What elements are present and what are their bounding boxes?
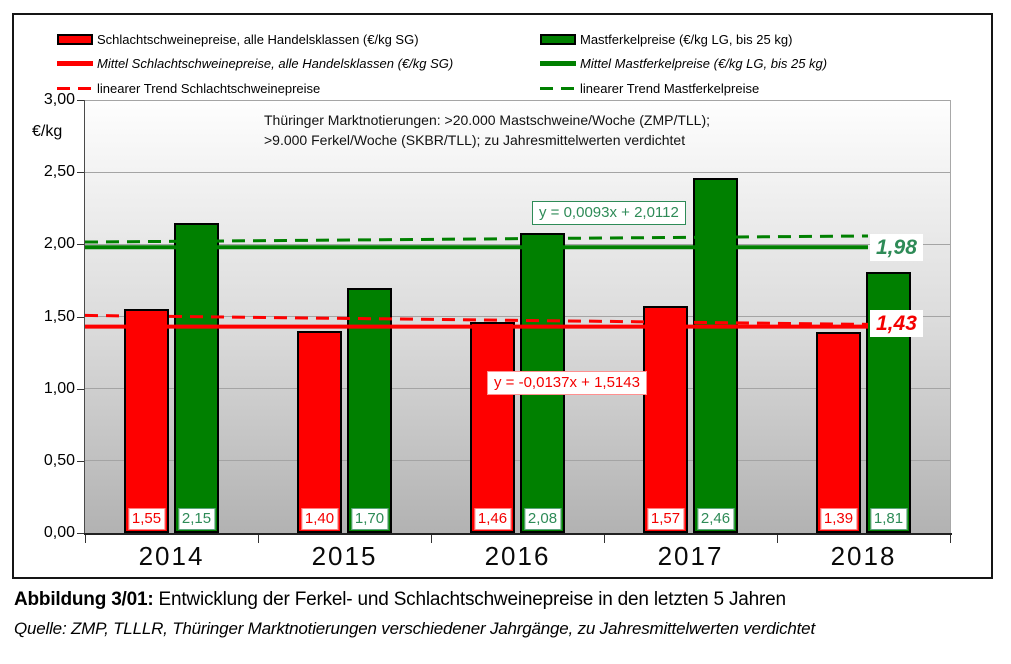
legend-label: Mittel Mastferkelpreise (€/kg LG, bis 25… [580,56,828,71]
trend-equation-mastferkel: y = 0,0093x + 2,0112 [532,201,686,225]
mean-value-mastferkel: 1,98 [870,234,923,261]
legend-label: Schlachtschweinepreise, alle Handelsklas… [97,31,419,47]
legend-label: Mittel Schlachtschweinepreise, alle Hand… [97,56,454,71]
bar-mastferkelpreise-2017 [693,177,738,533]
plot-right-edge [950,100,951,533]
y-tick-label: 0,00 [43,524,75,541]
annotation-line-1: Thüringer Marktnotierungen: >20.000 Mast… [264,112,711,128]
year-label-2014: 2014 [138,541,205,571]
value-label-mastferkelpreise-2016: 2,08 [523,508,562,530]
y-tick-mark [77,244,84,246]
value-label-mastferkelpreise-2018: 1,81 [869,508,908,530]
y-tick-mark [77,388,84,390]
year-label-2018: 2018 [830,541,897,571]
bar-mastferkelpreise-2015 [347,287,392,533]
legend-label: Mastferkelpreise (€/kg LG, bis 25 kg) [580,31,793,47]
x-tick-mark [258,535,259,543]
annotation-line-2: >9.000 Ferkel/Woche (SKBR/TLL); zu Jahre… [264,132,686,148]
legend-bar-swatch-bars-mastferkel [540,33,576,45]
mean-value-schlachtschweine: 1,43 [870,310,923,337]
bar-schlachtschweinepreise-2015 [297,330,342,533]
value-label-schlachtschweinepreise-2017: 1,57 [646,508,685,530]
value-label-mastferkelpreise-2017: 2,46 [696,508,735,530]
figure-title: Entwicklung der Ferkel- und Schlachtschw… [158,589,787,610]
value-label-schlachtschweinepreise-2018: 1,39 [819,508,858,530]
y-tick-label: 2,50 [43,163,75,181]
y-tick-mark [77,460,84,462]
year-label-2015: 2015 [311,541,378,571]
x-tick-mark [950,535,951,543]
legend-item-trend-mastferkel: linearer Trend Mastferkelpreise [540,77,759,99]
x-tick-mark [604,535,605,543]
y-axis-unit: €/kg [32,123,63,140]
bar-schlachtschweinepreise-2017 [643,306,688,533]
legend-line-swatch-mittel-schlachtschweine [57,61,93,66]
y-tick-mark [77,316,84,318]
y-axis-line [84,100,85,533]
value-label-schlachtschweinepreise-2015: 1,40 [300,508,339,530]
bar-schlachtschweinepreise-2016 [470,322,515,533]
figure-caption: Abbildung 3/01: Entwicklung der Ferkel- u… [14,589,786,611]
legend-label: linearer Trend Mastferkelpreise [580,80,760,96]
value-label-mastferkelpreise-2015: 1,70 [350,508,389,530]
x-tick-mark [85,535,86,543]
plot-area: 1,55 2,15 1,40 1,70 1,46 2,08 1,57 2,46 1,39 1,81… [85,99,950,533]
y-gridline [85,99,950,101]
x-tick-mark [431,535,432,543]
trend-equation-schlachtschweine: y = -0,0137x + 1,5143 [487,371,647,395]
y-tick-label: 2,00 [43,235,75,253]
year-label-2017: 2017 [657,541,724,571]
legend-item-mittel-schlachtschweine: Mittel Schlachtschweinepreise, alle Hand… [57,53,453,75]
legend-item-mittel-mastferkel: Mittel Mastferkelpreise (€/kg LG, bis 25… [540,53,827,75]
y-gridline [85,171,950,173]
legend-label: linearer Trend Schlachtschweinepreise [97,80,321,96]
legend-line-swatch-mittel-mastferkel [540,61,576,66]
legend-item-bars-mastferkel: Mastferkelpreise (€/kg LG, bis 25 kg) [540,28,792,50]
y-tick-label: 1,50 [43,307,75,325]
value-label-schlachtschweinepreise-2014: 1,55 [127,508,166,530]
y-tick-mark [77,533,84,534]
x-axis-line [84,533,952,535]
y-tick-label: 1,00 [43,379,75,397]
bar-schlachtschweinepreise-2018 [816,332,861,533]
x-tick-mark [777,535,778,543]
value-label-mastferkelpreise-2014: 2,15 [177,508,216,530]
figure-number: Abbildung 3/01: [14,589,154,610]
legend-item-trend-schlachtschweine: linearer Trend Schlachtschweinepreise [57,77,320,99]
year-label-2016: 2016 [484,541,551,571]
figure-source: Quelle: ZMP, TLLLR, Thüringer Marktnotie… [14,619,815,638]
legend-dash-swatch-trend-schlachtschweine [57,86,93,90]
value-label-schlachtschweinepreise-2016: 1,46 [473,508,512,530]
y-tick-mark [77,100,84,101]
y-gridline [85,460,950,462]
legend-item-bars-schlachtschweine: Schlachtschweinepreise, alle Handelsklas… [57,28,419,50]
y-tick-mark [77,172,84,174]
legend-bar-swatch-bars-schlachtschweine [57,33,93,45]
legend-dash-swatch-trend-mastferkel [540,86,576,90]
bar-schlachtschweinepreise-2014 [124,309,169,533]
y-tick-label: 0,50 [43,451,75,469]
bar-mastferkelpreise-2014 [174,222,219,533]
chart-panel: Schlachtschweinepreise, alle Handelsklas… [12,13,993,579]
y-tick-label: 3,00 [43,91,75,108]
y-gridline [85,243,950,245]
plot-annotation: Thüringer Marktnotierungen: >20.000 Mast… [264,110,710,150]
